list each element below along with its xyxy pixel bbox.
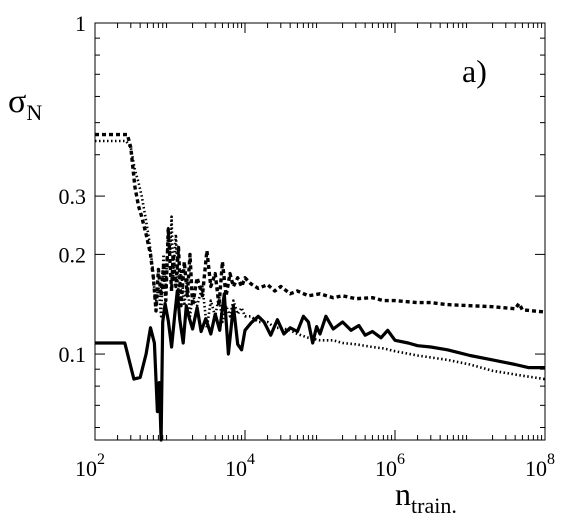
- x-tick-exp: 8: [547, 451, 555, 468]
- x-tick-base: 10: [375, 456, 397, 481]
- series-line-dotted: [95, 139, 546, 381]
- x-tick-base: 10: [75, 456, 97, 481]
- y-tick-labels: 1 0.3 0.2 0.1: [59, 11, 87, 367]
- x-tick-label: 106: [375, 451, 405, 481]
- y-axis-label: σN: [8, 83, 42, 125]
- x-axis-label-sub: train.: [411, 493, 457, 518]
- panel-label: a): [462, 53, 487, 89]
- y-axis-label-sub: N: [26, 100, 42, 125]
- y-tick-label: 0.2: [59, 242, 87, 267]
- x-tick-label: 102: [75, 451, 105, 481]
- x-tick-label: 108: [525, 451, 555, 481]
- series-group: [95, 132, 546, 442]
- x-tick-label: 104: [225, 451, 255, 481]
- x-tick-base: 10: [525, 456, 547, 481]
- series-line-dashed: [95, 132, 546, 314]
- series-line-solid: [95, 289, 545, 442]
- x-tick-base: 10: [225, 456, 247, 481]
- plot-frame: [94, 22, 546, 441]
- y-axis-label-main: σ: [8, 83, 26, 120]
- tick-marks: [94, 22, 546, 440]
- y-tick-label: 1: [75, 11, 86, 36]
- x-axis-label-main: n: [395, 476, 411, 512]
- x-tick-labels: 102 104 106 108: [75, 451, 555, 481]
- y-tick-label: 0.3: [59, 184, 87, 209]
- x-tick-exp: 4: [247, 451, 255, 468]
- x-axis-label: ntrain.: [395, 476, 457, 518]
- x-tick-exp: 2: [97, 451, 105, 468]
- x-tick-exp: 6: [397, 451, 405, 468]
- y-tick-label: 0.1: [59, 342, 87, 367]
